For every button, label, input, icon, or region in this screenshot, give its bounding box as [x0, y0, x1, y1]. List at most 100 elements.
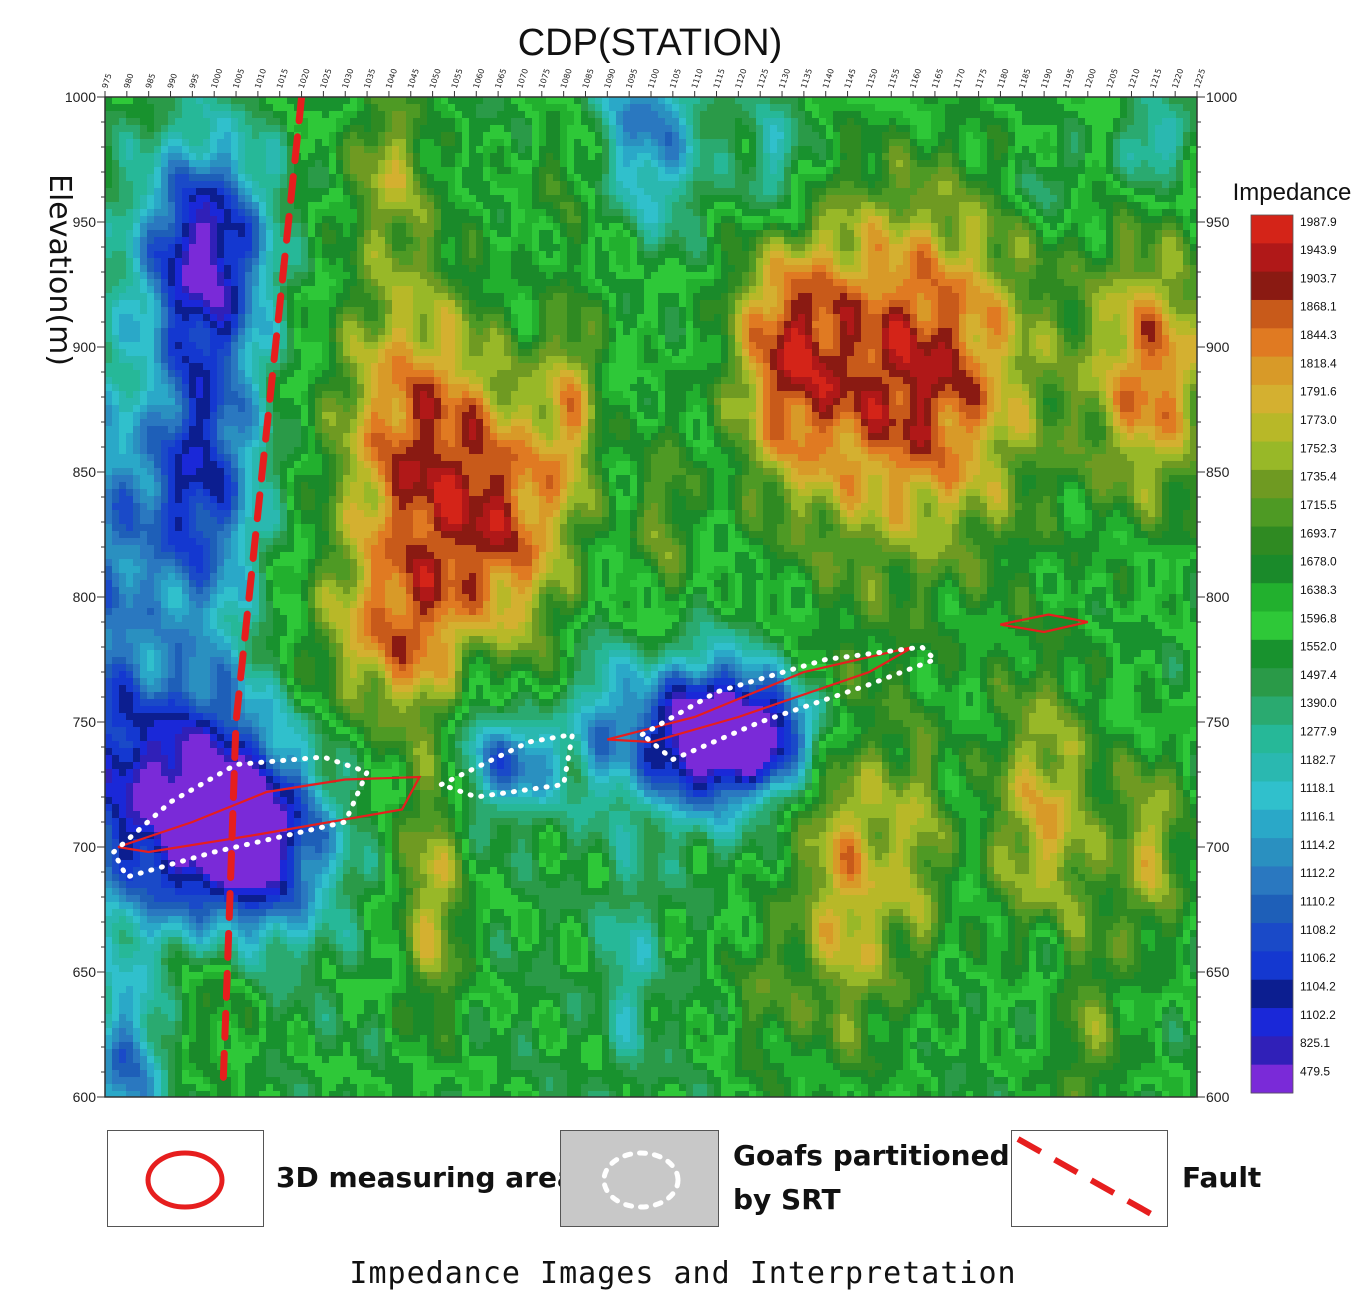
x-tick-label: 1155: [887, 67, 902, 89]
x-tick-label: 1080: [559, 67, 574, 89]
colorbar-value-label: 1497.4: [1300, 668, 1337, 682]
colorbar-segment: [1251, 725, 1293, 754]
x-tick-label: 1175: [974, 67, 989, 89]
x-tick-label: 1150: [865, 67, 880, 89]
x-tick-label: 1120: [734, 67, 749, 89]
colorbar-segment: [1251, 866, 1293, 895]
red-ellipse-icon: [108, 1131, 265, 1228]
colorbar-segment: [1251, 923, 1293, 952]
y-tick-label-right: 850: [1206, 464, 1230, 480]
colorbar-value-label: 1108.2: [1300, 923, 1336, 937]
x-tick-label: 1085: [581, 67, 596, 89]
y-tick-label-right: 800: [1206, 589, 1230, 605]
colorbar-segment: [1251, 838, 1293, 867]
colorbar-value-label: 1791.6: [1300, 385, 1337, 399]
colorbar-value-label: 1182.7: [1300, 753, 1336, 767]
x-tick-label: 1035: [362, 67, 377, 89]
colorbar-value-label: 1987.9: [1300, 215, 1337, 229]
y-tick-label-left: 600: [73, 1089, 97, 1105]
x-tick-label: 1170: [952, 67, 967, 89]
colorbar-value-label: 1114.2: [1300, 838, 1335, 852]
colorbar-segment: [1251, 300, 1293, 329]
x-tick-label: 1185: [1018, 67, 1033, 89]
legend-goaf-swatch: [560, 1130, 719, 1227]
x-tick-label: 1105: [668, 67, 683, 89]
x-tick-label: 1215: [1149, 67, 1164, 89]
x-tick-label: 1070: [515, 67, 530, 89]
colorbar-segment: [1251, 980, 1293, 1009]
colorbar-segment: [1251, 810, 1293, 839]
x-tick-label: 1005: [231, 67, 246, 89]
y-tick-label-right: 950: [1206, 214, 1230, 230]
x-tick-label: 1060: [472, 67, 487, 89]
colorbar-segment: [1251, 527, 1293, 556]
colorbar-value-label: 479.5: [1300, 1064, 1330, 1078]
legend-measuring-area-label: 3D measuring area: [276, 1158, 576, 1198]
colorbar-segment: [1251, 1065, 1293, 1094]
colorbar-value-label: 1552.0: [1300, 640, 1337, 654]
colorbar-segment: [1251, 753, 1293, 782]
y-tick-label-left: 650: [73, 964, 97, 980]
x-tick-label: 1095: [625, 67, 640, 89]
x-tick-label: 1050: [428, 67, 443, 89]
x-tick-label: 1020: [297, 67, 312, 89]
x-tick-label: 1225: [1192, 67, 1207, 89]
x-axis-ticks: 975 980 985 990 995 1000 1005 1010 1015 1020 1025 1…: [100, 67, 1207, 97]
colorbar-value-label: 1943.9: [1300, 243, 1337, 257]
x-tick-label: 1065: [493, 67, 508, 89]
colorbar-segment: [1251, 498, 1293, 527]
x-tick-label: 1180: [996, 67, 1011, 89]
y-tick-label-left: 900: [73, 339, 97, 355]
y-tick-label-right: 1000: [1206, 89, 1237, 105]
colorbar-segment: [1251, 668, 1293, 697]
colorbar-value-label: 1116.1: [1300, 810, 1335, 824]
x-tick-label: 1200: [1083, 67, 1098, 89]
colorbar-value-label: 1110.2: [1300, 895, 1335, 909]
colorbar-segment: [1251, 583, 1293, 612]
colorbar-segment: [1251, 442, 1293, 471]
legend-goaf-label-line1: Goafs partitioned: [733, 1136, 1010, 1176]
colorbar-value-label: 1118.1: [1300, 781, 1335, 795]
colorbar-segment: [1251, 1008, 1293, 1037]
x-tick-label: 1115: [712, 67, 727, 89]
x-tick-label: 995: [188, 72, 201, 89]
colorbar-value-label: 1773.0: [1300, 413, 1337, 427]
x-tick-label: 1025: [319, 67, 334, 89]
x-tick-label: 1220: [1171, 67, 1186, 89]
colorbar-segment: [1251, 385, 1293, 414]
x-tick-label: 1015: [275, 67, 290, 89]
colorbar-segment: [1251, 640, 1293, 669]
x-tick-label: 1010: [253, 67, 268, 89]
colorbar: Impedance 1987.91943.91903.71868.11844.3…: [1233, 179, 1352, 1094]
y-tick-label-left: 850: [73, 464, 97, 480]
colorbar-segment: [1251, 215, 1293, 244]
x-tick-label: 990: [166, 72, 179, 89]
x-tick-label: 1145: [843, 67, 858, 89]
x-tick-label: 975: [100, 72, 113, 89]
x-tick-label: 1040: [384, 67, 399, 89]
colorbar-value-label: 1715.5: [1300, 498, 1337, 512]
white-dotted-ellipse-icon: [561, 1131, 720, 1228]
chart-title: CDP(STATION): [518, 22, 783, 64]
colorbar-segment: [1251, 357, 1293, 386]
colorbar-segment: [1251, 612, 1293, 641]
x-tick-label: 1030: [341, 67, 356, 89]
y-tick-label-left: 700: [73, 839, 97, 855]
x-tick-label: 1090: [603, 67, 618, 89]
y-tick-label-left: 800: [73, 589, 97, 605]
colorbar-segment: [1251, 272, 1293, 301]
colorbar-segment: [1251, 555, 1293, 584]
y-axis-label: Elevation(m): [42, 174, 77, 366]
colorbar-value-label: 1868.1: [1300, 300, 1337, 314]
x-tick-label: 1140: [821, 67, 836, 89]
x-tick-label: 1000: [210, 67, 225, 89]
colorbar-value-label: 1104.2: [1300, 979, 1336, 993]
red-dashed-line-icon: [1012, 1131, 1169, 1228]
x-tick-label: 985: [144, 72, 157, 89]
colorbar-segment: [1251, 696, 1293, 725]
colorbar-value-label: 1390.0: [1300, 696, 1337, 710]
colorbar-segment: [1251, 951, 1293, 980]
x-tick-label: 1045: [406, 67, 421, 89]
y-tick-label-right: 600: [1206, 1089, 1230, 1105]
colorbar-value-label: 1678.0: [1300, 555, 1337, 569]
